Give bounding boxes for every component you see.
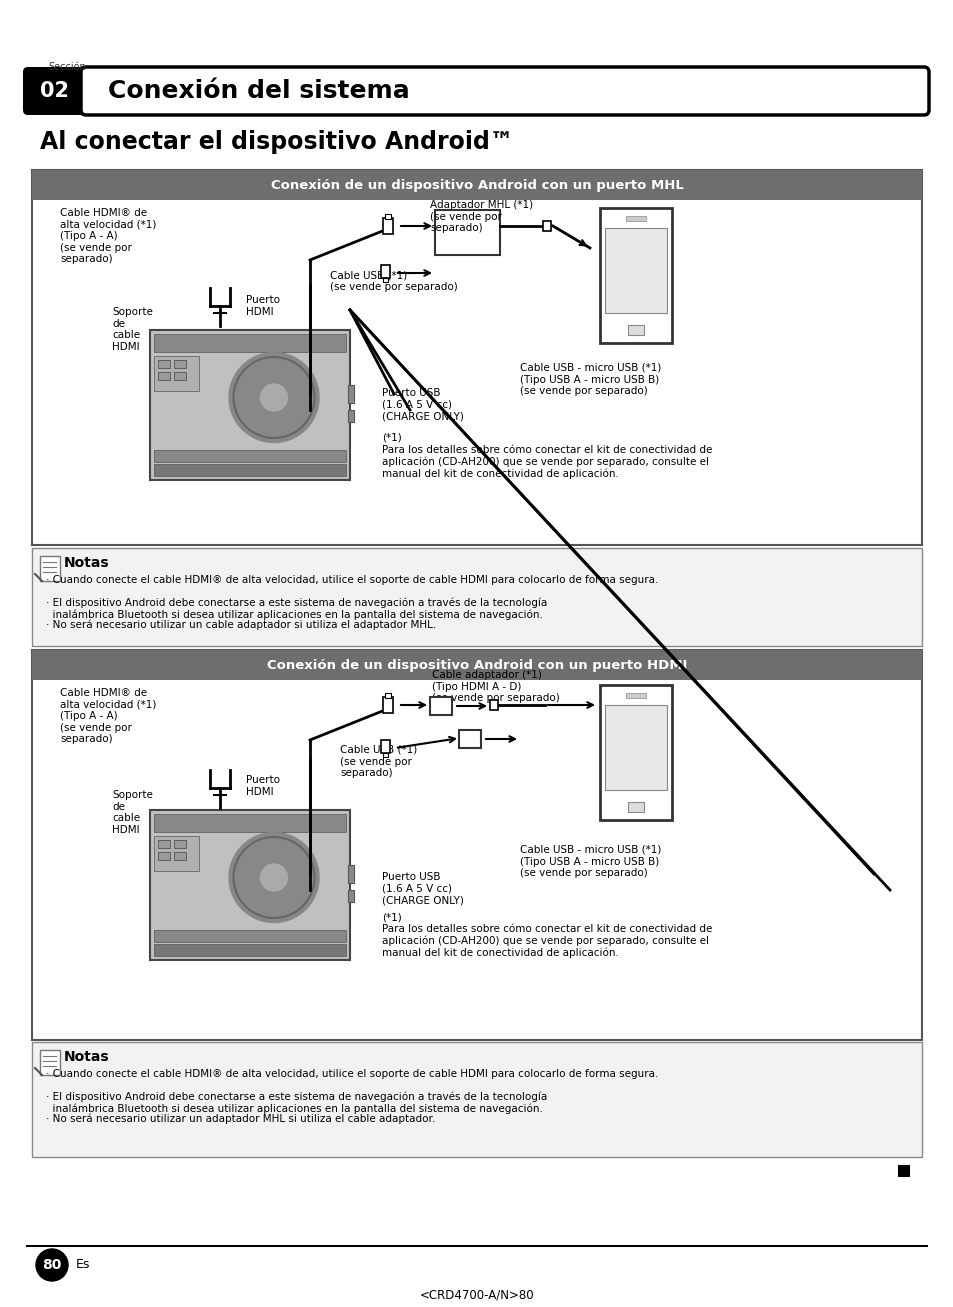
Bar bbox=[158, 359, 170, 369]
Text: Cable USB (*1)
(se vende por
separado): Cable USB (*1) (se vende por separado) bbox=[339, 745, 416, 778]
Text: Cable HDMI® de
alta velocidad (*1)
(Tipo A - A)
(se vende por
separado): Cable HDMI® de alta velocidad (*1) (Tipo… bbox=[60, 208, 156, 264]
Bar bbox=[153, 356, 199, 391]
Bar bbox=[458, 731, 480, 748]
Bar bbox=[348, 890, 354, 902]
Text: Conexión de un dispositivo Android con un puerto MHL: Conexión de un dispositivo Android con u… bbox=[271, 179, 682, 192]
Bar bbox=[604, 227, 666, 312]
Bar bbox=[153, 450, 346, 461]
Bar bbox=[32, 650, 921, 1040]
Bar bbox=[627, 802, 643, 812]
Bar bbox=[32, 170, 921, 200]
Bar bbox=[153, 836, 199, 870]
Text: Soporte
de
cable
HDMI: Soporte de cable HDMI bbox=[112, 307, 152, 352]
Text: 02: 02 bbox=[40, 81, 70, 101]
Text: · Cuando conecte el cable HDMI® de alta velocidad, utilice el soporte de cable H: · Cuando conecte el cable HDMI® de alta … bbox=[46, 1069, 658, 1080]
Text: Cable USB - micro USB (*1)
(Tipo USB A - micro USB B)
(se vende por separado): Cable USB - micro USB (*1) (Tipo USB A -… bbox=[519, 846, 660, 878]
Text: Puerto USB
(1.6 A 5 V cc)
(CHARGE ONLY): Puerto USB (1.6 A 5 V cc) (CHARGE ONLY) bbox=[381, 872, 463, 906]
Text: Adaptador MHL (*1)
(se vende por
separado): Adaptador MHL (*1) (se vende por separad… bbox=[430, 200, 533, 233]
Text: (*1)
Para los detalles sobre cómo conectar el kit de conectividad de
aplicación : (*1) Para los detalles sobre cómo conect… bbox=[381, 433, 712, 478]
Text: Conexión del sistema: Conexión del sistema bbox=[108, 78, 410, 103]
Text: Es: Es bbox=[76, 1259, 91, 1272]
Circle shape bbox=[229, 353, 318, 443]
Bar bbox=[348, 410, 354, 422]
Text: · No será necesario utilizar un adaptador MHL si utiliza el cable adaptador.: · No será necesario utilizar un adaptado… bbox=[46, 1114, 435, 1124]
Bar bbox=[382, 278, 388, 282]
Text: Puerto
HDMI: Puerto HDMI bbox=[246, 295, 280, 316]
Bar bbox=[158, 852, 170, 860]
Bar bbox=[173, 840, 186, 848]
Text: · El dispositivo Android debe conectarse a este sistema de navegación a través d: · El dispositivo Android debe conectarse… bbox=[46, 597, 547, 620]
Bar bbox=[599, 208, 671, 342]
Text: <CRD4700-A/N>80: <CRD4700-A/N>80 bbox=[419, 1289, 534, 1302]
Bar bbox=[158, 372, 170, 380]
FancyBboxPatch shape bbox=[23, 67, 87, 115]
Text: Sección: Sección bbox=[48, 61, 86, 72]
Bar bbox=[542, 221, 551, 231]
Text: Soporte
de
cable
HDMI: Soporte de cable HDMI bbox=[112, 789, 152, 835]
Bar bbox=[32, 1042, 921, 1157]
Text: Al conectar el dispositivo Android™: Al conectar el dispositivo Android™ bbox=[40, 129, 513, 154]
Text: Cable adaptador (*1)
(Tipo HDMI A - D)
(se vende por separado): Cable adaptador (*1) (Tipo HDMI A - D) (… bbox=[432, 670, 559, 703]
Text: Conexión de un dispositivo Android con un puerto HDMI: Conexión de un dispositivo Android con u… bbox=[267, 659, 686, 672]
Bar bbox=[173, 372, 186, 380]
Text: Puerto
HDMI: Puerto HDMI bbox=[246, 775, 280, 796]
Bar bbox=[173, 852, 186, 860]
Bar bbox=[380, 740, 390, 753]
Bar bbox=[173, 359, 186, 369]
Circle shape bbox=[229, 833, 318, 923]
Bar bbox=[348, 865, 354, 884]
Text: Cable HDMI® de
alta velocidad (*1)
(Tipo A - A)
(se vende por
separado): Cable HDMI® de alta velocidad (*1) (Tipo… bbox=[60, 687, 156, 745]
Bar bbox=[32, 650, 921, 680]
Bar bbox=[153, 814, 346, 833]
Text: Notas: Notas bbox=[64, 1050, 110, 1064]
Bar bbox=[382, 697, 393, 714]
Bar bbox=[153, 931, 346, 942]
Bar bbox=[625, 216, 645, 221]
Bar bbox=[348, 386, 354, 403]
Text: (*1)
Para los detalles sobre cómo conectar el kit de conectividad de
aplicación : (*1) Para los detalles sobre cómo conect… bbox=[381, 912, 712, 958]
Bar bbox=[382, 218, 393, 234]
Bar bbox=[385, 693, 391, 698]
Bar bbox=[32, 170, 921, 545]
Bar bbox=[26, 1246, 927, 1247]
Text: Notas: Notas bbox=[64, 555, 110, 570]
Text: Cable USB (*1)
(se vende por separado): Cable USB (*1) (se vende por separado) bbox=[330, 271, 457, 291]
Circle shape bbox=[260, 864, 287, 891]
Bar bbox=[435, 210, 499, 255]
Bar bbox=[625, 693, 645, 698]
Bar bbox=[604, 704, 666, 789]
Text: · El dispositivo Android debe conectarse a este sistema de navegación a través d: · El dispositivo Android debe conectarse… bbox=[46, 1091, 547, 1114]
Text: · Cuando conecte el cable HDMI® de alta velocidad, utilice el soporte de cable H: · Cuando conecte el cable HDMI® de alta … bbox=[46, 575, 658, 586]
Bar bbox=[150, 810, 350, 961]
FancyBboxPatch shape bbox=[81, 67, 928, 115]
Text: Cable USB - micro USB (*1)
(Tipo USB A - micro USB B)
(se vende por separado): Cable USB - micro USB (*1) (Tipo USB A -… bbox=[519, 363, 660, 396]
Bar bbox=[627, 325, 643, 335]
Bar bbox=[380, 265, 390, 278]
Bar bbox=[153, 335, 346, 352]
Circle shape bbox=[260, 384, 287, 410]
Bar bbox=[40, 1050, 60, 1074]
Text: · No será necesario utilizar un cable adaptador si utiliza el adaptador MHL.: · No será necesario utilizar un cable ad… bbox=[46, 620, 436, 630]
Bar bbox=[32, 548, 921, 646]
Bar bbox=[490, 701, 497, 710]
Bar bbox=[153, 464, 346, 476]
Bar bbox=[150, 329, 350, 480]
Bar bbox=[382, 753, 388, 757]
Bar bbox=[153, 944, 346, 955]
Circle shape bbox=[36, 1249, 68, 1281]
Bar bbox=[158, 840, 170, 848]
Text: Puerto USB
(1.6 A 5 V cc)
(CHARGE ONLY): Puerto USB (1.6 A 5 V cc) (CHARGE ONLY) bbox=[381, 388, 463, 421]
Bar bbox=[430, 697, 452, 715]
Text: 80: 80 bbox=[42, 1259, 62, 1272]
Bar bbox=[897, 1165, 909, 1178]
Bar bbox=[40, 555, 60, 582]
Bar bbox=[599, 685, 671, 819]
Bar bbox=[385, 214, 391, 220]
